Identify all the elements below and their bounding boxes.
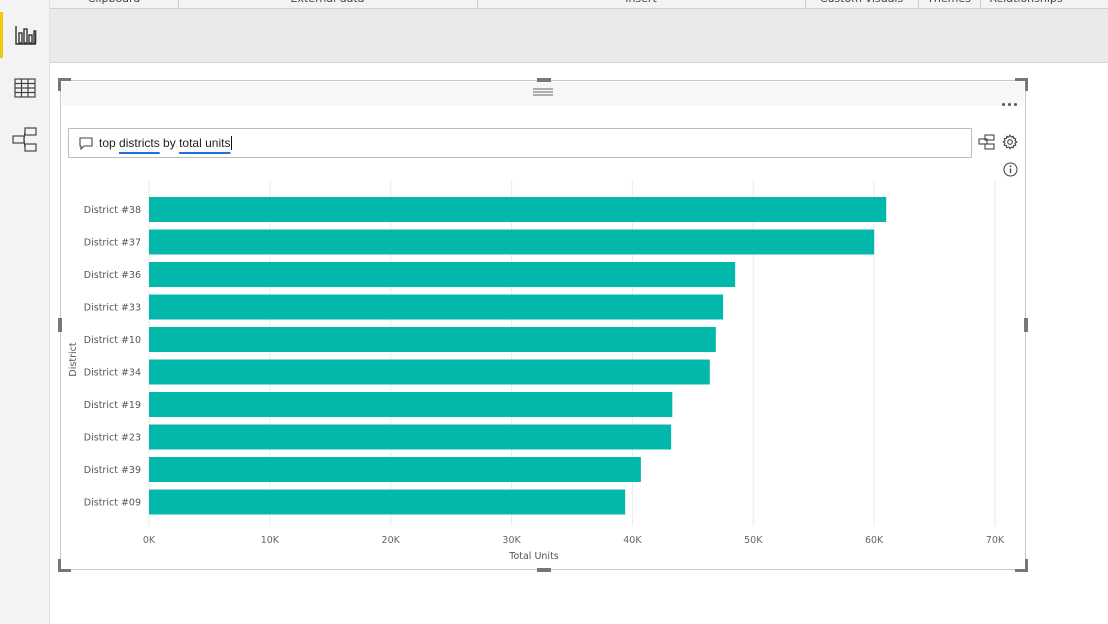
x-axis-title: Total Units [508, 551, 559, 562]
convert-visual-icon [978, 134, 995, 150]
y-category-label: District #19 [84, 400, 141, 411]
y-category-label: District #39 [84, 465, 141, 476]
info-icon [1002, 161, 1018, 177]
x-tick-label: 40K [623, 535, 642, 546]
resize-handle-left[interactable] [58, 318, 62, 332]
visual-header[interactable] [62, 82, 1024, 106]
report-view-button[interactable] [0, 12, 49, 58]
y-category-label: District #33 [84, 303, 141, 314]
bar [149, 489, 626, 515]
ribbon: Clipboard External data Insert Custom vi… [50, 0, 1108, 63]
resize-handle-right[interactable] [1024, 318, 1028, 332]
text-caret [231, 136, 233, 151]
data-view-icon [13, 78, 36, 98]
info-button[interactable] [1001, 160, 1019, 178]
y-category-label: District #34 [84, 368, 141, 379]
y-category-label: District #09 [84, 498, 141, 509]
bar [149, 359, 710, 385]
ribbon-group-clipboard: Clipboard [50, 0, 179, 8]
speech-bubble-icon [79, 136, 93, 150]
bar-chart: 0K 10K 20K 30K 40K 50K 60K 70K District #38 Distr… [68, 181, 1005, 562]
x-tick-label: 30K [502, 535, 521, 546]
ribbon-group-custom-visuals: Custom visuals [805, 0, 919, 8]
resize-handle-bottom-left[interactable] [58, 559, 71, 572]
qa-word: by [163, 135, 176, 150]
qa-word: top [99, 135, 116, 150]
x-tick-label: 20K [382, 535, 401, 546]
gear-icon [1002, 134, 1018, 150]
y-category-label: District #38 [84, 205, 141, 216]
ribbon-group-relationships: Relationships [980, 0, 1072, 8]
bar [149, 392, 673, 417]
ribbon-group-insert: Insert [477, 0, 806, 8]
y-axis-title: District [68, 342, 79, 376]
view-switcher [0, 0, 50, 624]
bar [149, 327, 716, 352]
x-tick-label: 0K [143, 535, 156, 546]
more-options-icon[interactable] [1000, 91, 1018, 110]
report-view-icon [15, 26, 37, 45]
x-tick-label: 50K [744, 535, 763, 546]
qa-settings-button[interactable] [1001, 133, 1019, 151]
qa-question-text: top districts by total units [99, 135, 233, 151]
x-tick-label: 70K [986, 535, 1005, 546]
qa-question-input[interactable]: top districts by total units [68, 128, 972, 158]
resize-handle-bottom-right[interactable] [1015, 559, 1028, 572]
relationships-view-icon [11, 127, 37, 152]
y-category-label: District #37 [84, 238, 141, 249]
bar [149, 457, 641, 482]
turn-into-visual-button[interactable] [978, 133, 996, 151]
relationships-view-button[interactable] [0, 117, 49, 163]
ribbon-group-themes: Themes [918, 0, 981, 8]
qa-visual[interactable]: top districts by total units 0K 10K 20K 30K… [58, 78, 1028, 572]
drag-grip-icon[interactable] [532, 87, 554, 97]
bar [149, 197, 887, 222]
y-category-label: District #10 [84, 335, 141, 346]
resize-handle-top-right[interactable] [1015, 78, 1028, 91]
data-view-button[interactable] [0, 65, 49, 111]
bar [149, 424, 672, 450]
resize-handle-top-left[interactable] [58, 78, 71, 91]
ribbon-group-labels: Clipboard External data Insert Custom vi… [50, 0, 1108, 9]
bar [149, 294, 724, 320]
resize-handle-top[interactable] [537, 78, 551, 82]
bar [149, 262, 736, 287]
x-tick-label: 60K [865, 535, 884, 546]
y-category-label: District #23 [84, 433, 141, 444]
qa-word-recognized: districts [119, 135, 160, 150]
ribbon-group-external-data: External data [178, 0, 478, 8]
bar [149, 229, 875, 255]
qa-word-recognized: total units [179, 135, 231, 150]
y-category-label: District #36 [84, 270, 141, 281]
x-tick-label: 10K [261, 535, 280, 546]
resize-handle-bottom[interactable] [537, 568, 551, 572]
